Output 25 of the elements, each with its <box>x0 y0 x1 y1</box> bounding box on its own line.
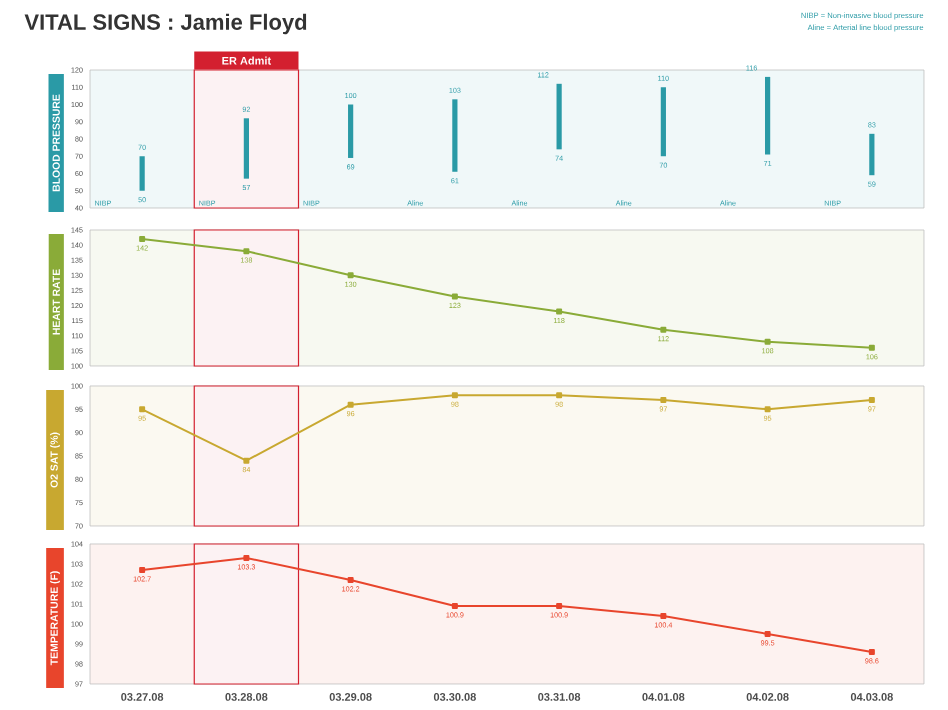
point <box>347 576 354 583</box>
point <box>660 612 667 619</box>
bar <box>348 104 354 158</box>
point <box>660 326 667 333</box>
bar <box>556 83 562 150</box>
point <box>243 457 250 464</box>
chart-title: VITAL SIGNS : Jamie Floyd <box>24 13 307 35</box>
bar <box>243 118 249 179</box>
point <box>243 248 250 255</box>
bar <box>452 99 458 172</box>
point <box>347 272 354 279</box>
point <box>451 293 458 300</box>
point <box>556 602 563 609</box>
bar <box>869 133 875 176</box>
point <box>868 344 875 351</box>
point <box>660 396 667 403</box>
bar <box>660 87 666 157</box>
bar <box>139 156 145 191</box>
point <box>451 602 458 609</box>
point <box>243 554 250 561</box>
point <box>868 648 875 655</box>
point <box>347 401 354 408</box>
point <box>556 308 563 315</box>
bar <box>765 76 771 155</box>
point <box>868 396 875 403</box>
